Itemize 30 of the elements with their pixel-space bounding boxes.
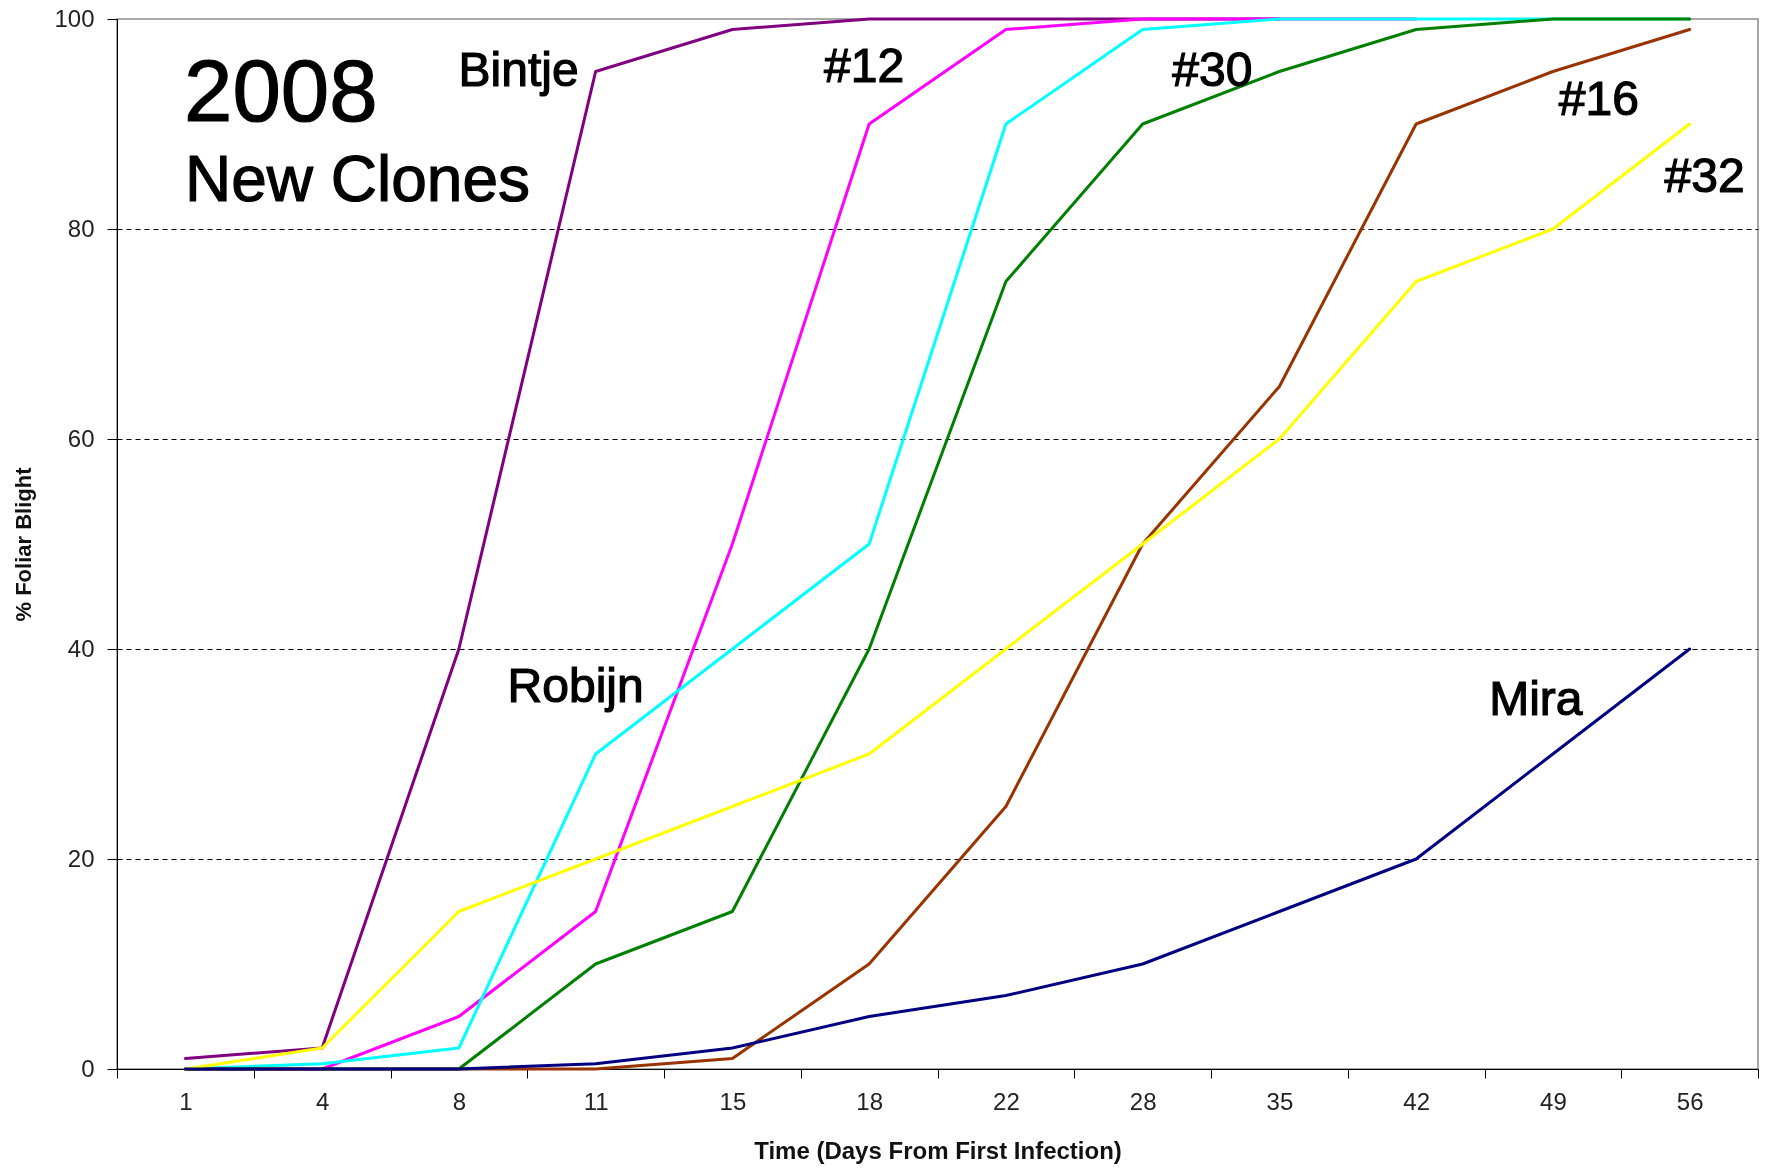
x-tick-label: 8 [452,1087,467,1115]
text: New Clones [185,143,531,215]
y-tick-label: 100 [54,4,95,32]
series-label: #16 [1558,71,1639,125]
x-tick-label: 18 [856,1087,883,1115]
y-tick-label: 40 [67,634,95,662]
series-label: #32 [1664,149,1745,202]
x-tick-label: 4 [315,1087,330,1115]
x-tick-label: 11 [583,1087,609,1115]
x-tick-label: 42 [1403,1087,1430,1115]
series-label: Robijn [507,659,644,712]
x-tick-label: 28 [1129,1087,1157,1115]
x-tick-label: 1 [179,1087,193,1115]
series-label: #12 [824,39,905,92]
chart-title: 2008 [184,42,378,139]
x-tick-label: 22 [993,1087,1020,1115]
x-tick-label: 56 [1676,1087,1704,1115]
y-tick-label: 80 [67,214,95,242]
y-axis-title: % Foliar Blight [10,466,36,622]
y-tick-label: 20 [67,844,95,872]
y-tick-label: 0 [81,1054,95,1082]
series-label: #30 [1172,42,1253,96]
x-tick-label: 35 [1266,1087,1294,1115]
x-tick-label: 15 [719,1087,747,1115]
x-axis-title: Time (Days From First Infection) [754,1136,1122,1164]
series-label: Bintje [458,42,579,96]
y-tick-label: 60 [67,424,95,452]
x-tick-label: 49 [1540,1087,1567,1115]
series-label: Mira [1489,672,1583,725]
line-series [183,647,1692,1071]
